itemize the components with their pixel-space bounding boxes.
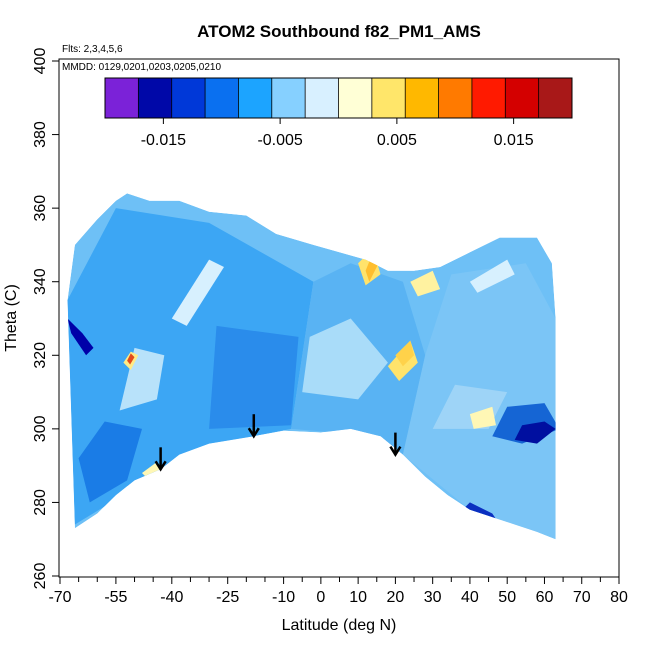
colorbar-swatch-12 xyxy=(505,78,540,118)
field-region-16 xyxy=(395,340,414,367)
field-region-9 xyxy=(514,421,556,444)
colorbar-swatch-10 xyxy=(438,78,473,118)
colorbar-swatch-5 xyxy=(271,78,306,118)
field-region-23 xyxy=(469,259,515,293)
colorbar-swatch-7 xyxy=(338,78,373,118)
colorbar-swatch-13 xyxy=(538,78,573,118)
y-tick-label-5: 360 xyxy=(32,195,49,222)
field-region-14 xyxy=(369,250,378,264)
x-tick-label-1: -55 xyxy=(104,589,127,606)
colorbar-tick-label-2: 0.005 xyxy=(377,132,417,149)
x-tick-label-9: 40 xyxy=(461,589,479,606)
arrow-0 xyxy=(154,447,167,472)
y-tick-label-2: 300 xyxy=(32,415,49,442)
dates-annotation: MMDD: 0129,0201,0203,0205,0210 xyxy=(62,62,221,73)
x-tick-label-10: 50 xyxy=(498,589,516,606)
colorbar-swatch-3 xyxy=(205,78,239,118)
x-tick-label-4: -10 xyxy=(272,589,295,606)
x-tick-label-12: 70 xyxy=(573,589,591,606)
y-tick-label-1: 280 xyxy=(32,489,49,516)
arrow-head xyxy=(154,460,167,472)
field-region-5 xyxy=(302,318,388,400)
x-axis-label: Latitude (deg N) xyxy=(282,617,397,634)
contour-field xyxy=(67,193,556,540)
x-tick-label-5: 0 xyxy=(316,589,325,606)
field-region-4 xyxy=(78,421,142,503)
x-tick-label-8: 30 xyxy=(424,589,442,606)
colorbar-tick-label-3: 0.015 xyxy=(494,132,534,149)
colorbar-swatch-6 xyxy=(305,78,339,118)
colorbar-tick-label-1: -0.005 xyxy=(257,132,302,149)
field-region-19 xyxy=(410,270,441,297)
arrow-2 xyxy=(389,432,402,457)
colorbar-swatch-11 xyxy=(471,78,506,118)
y-axis-label: Theta (C) xyxy=(3,284,20,352)
y-tick-label-7: 400 xyxy=(32,48,49,75)
field-region-2 xyxy=(209,325,299,429)
y-tick-label-3: 320 xyxy=(32,342,49,369)
x-tick-label-13: 80 xyxy=(610,589,628,606)
x-tick-label-7: 20 xyxy=(387,589,405,606)
colorbar-swatch-2 xyxy=(171,78,206,118)
colorbar-tick-label-0: -0.015 xyxy=(141,132,186,149)
field-region-6 xyxy=(119,347,165,411)
colorbar-swatch-9 xyxy=(405,78,440,118)
x-tick-label-6: 10 xyxy=(349,589,367,606)
arrow-head xyxy=(247,427,260,439)
colorbar: -0.015 -0.005 0.005 0.015 xyxy=(104,77,573,149)
colorbar-swatch-8 xyxy=(371,78,406,118)
field-region-20 xyxy=(469,406,496,429)
x-tick-label-2: -40 xyxy=(160,589,183,606)
field-region-18 xyxy=(127,353,135,365)
colorbar-frame xyxy=(104,77,573,119)
field-region-10 xyxy=(67,318,94,356)
arrow-head xyxy=(389,445,402,457)
field-region-22 xyxy=(171,259,224,326)
x-tick-label-3: -25 xyxy=(216,589,239,606)
x-tick-label-0: -70 xyxy=(48,589,71,606)
x-tick-label-11: 60 xyxy=(536,589,554,606)
y-tick-label-6: 380 xyxy=(32,121,49,148)
colorbar-swatch-4 xyxy=(238,78,273,118)
y-axis: 260 280 300 320 340 360 380 400 xyxy=(32,48,59,590)
x-axis: -70 -55 -40 -25 -10 0 10 20 30 40 50 60 70 80 xyxy=(48,577,628,606)
arrow-1 xyxy=(247,414,260,439)
arrow-markers xyxy=(154,414,402,472)
colorbar-swatch-0 xyxy=(105,78,139,118)
y-tick-label-4: 340 xyxy=(32,268,49,295)
flights-annotation: Flts: 2,3,4,5,6 xyxy=(62,44,123,55)
colorbar-swatch-1 xyxy=(138,78,173,118)
y-tick-label-0: 260 xyxy=(32,563,49,590)
chart-title: ATOM2 Southbound f82_PM1_AMS xyxy=(197,22,481,41)
